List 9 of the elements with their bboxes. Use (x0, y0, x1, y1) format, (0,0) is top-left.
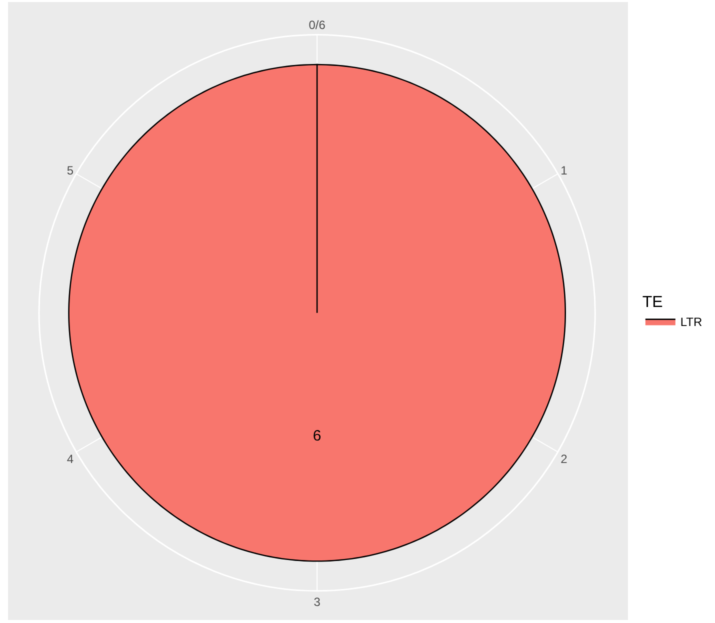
text: 0/6 (308, 18, 326, 32)
text: 5 (66, 164, 74, 178)
legend-title: TE (642, 294, 663, 311)
text: 3 (314, 595, 321, 610)
text: 2 (560, 452, 568, 466)
text: 1 (560, 164, 568, 178)
legend-label: LTR (680, 314, 703, 329)
data-label: 6 (312, 428, 322, 445)
text: 4 (66, 452, 74, 466)
